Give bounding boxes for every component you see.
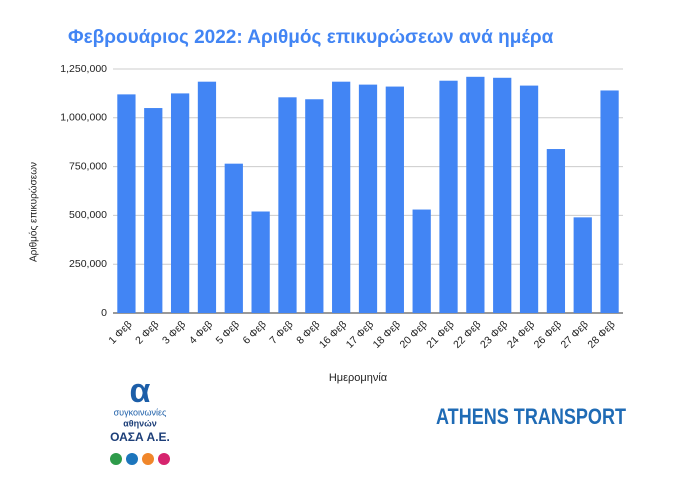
bar	[117, 94, 136, 313]
bar	[519, 85, 539, 313]
chart-title: Φεβρουάριος 2022: Αριθμός επικυρώσεων αν…	[68, 27, 554, 48]
bar	[546, 149, 566, 313]
y-tick-label: 250,000	[69, 258, 107, 270]
mode-icon	[126, 453, 138, 465]
bar	[170, 93, 190, 314]
bar	[305, 99, 324, 313]
mode-icon	[142, 453, 154, 465]
y-tick-label: 1,000,000	[60, 112, 107, 124]
bar	[385, 86, 404, 314]
bar	[251, 211, 270, 313]
bar	[358, 84, 378, 313]
bar	[573, 217, 592, 313]
bar	[224, 163, 243, 313]
bar	[600, 90, 619, 313]
y-tick-label: 750,000	[69, 160, 107, 172]
bar	[332, 81, 351, 313]
bar	[197, 81, 217, 313]
y-tick-label: 0	[101, 307, 107, 319]
y-axis-label: Αριθμός επικυρώσεων	[28, 162, 40, 262]
brand: ATHENS TRANSPORT	[436, 404, 626, 429]
agency-name: ΟΑΣΑ Α.Ε.	[110, 430, 170, 444]
bar	[412, 209, 431, 313]
mode-icon	[158, 453, 170, 465]
logo: α συγκοινωνίες αθηνών ΟΑΣΑ Α.Ε.	[110, 372, 170, 465]
mode-icon	[110, 453, 122, 465]
logo-mark: α	[130, 372, 151, 410]
y-tick-label: 500,000	[69, 209, 107, 221]
bar	[493, 77, 512, 313]
agency-line: συγκοινωνίες	[114, 407, 167, 417]
y-tick-label: 1,250,000	[60, 63, 107, 75]
bar	[144, 108, 163, 313]
bar	[278, 97, 297, 313]
agency-line: αθηνών	[123, 418, 157, 428]
x-axis-label: Ημερομηνία	[329, 372, 388, 384]
bar	[466, 76, 485, 313]
bar	[439, 80, 458, 313]
